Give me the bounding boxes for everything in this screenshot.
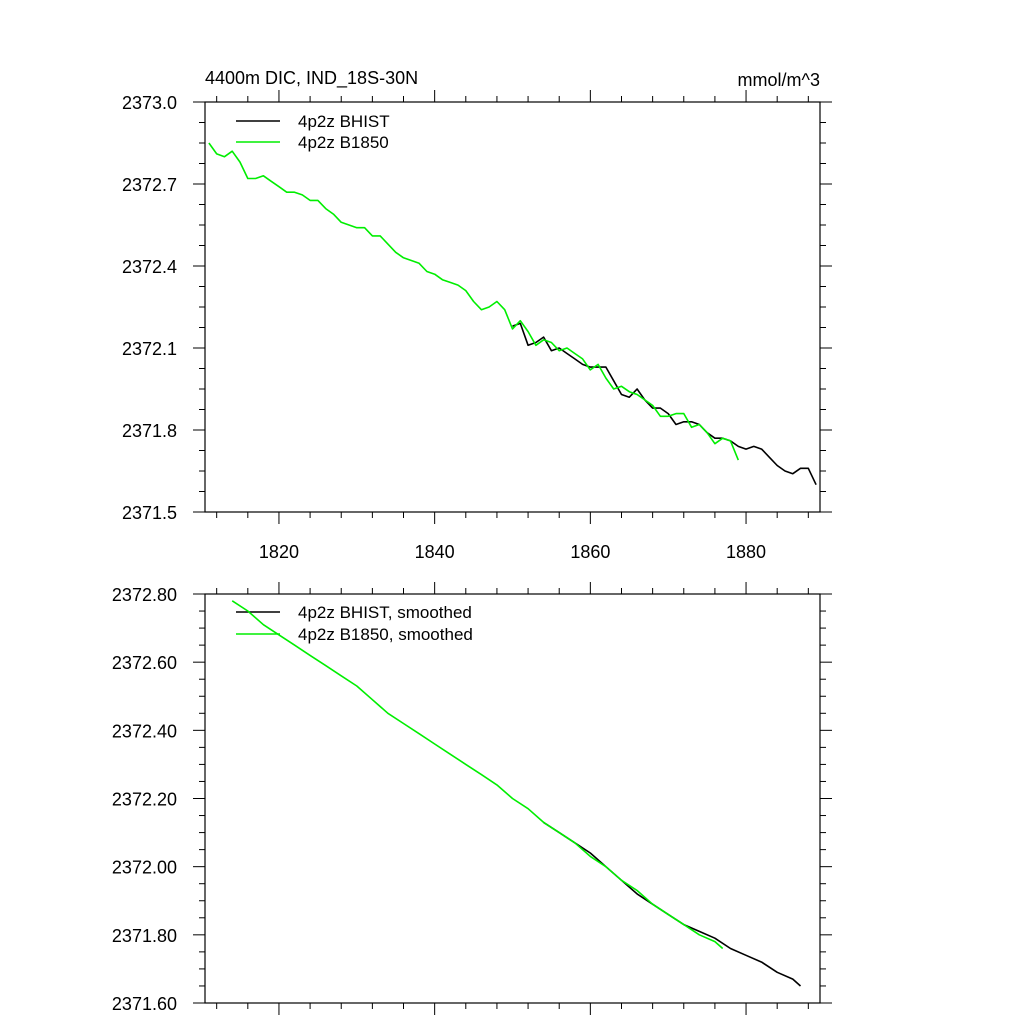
legend-label-b1850-smoothed: 4p2z B1850, smoothed xyxy=(298,625,473,644)
legend-label-bhist: 4p2z BHIST xyxy=(298,112,390,131)
x-tick-label: 1880 xyxy=(726,542,766,562)
x-tick-label: 1860 xyxy=(570,542,610,562)
series-line-bhist xyxy=(512,322,817,486)
bottom-chart-panel: 4p2z BHIST, smoothed 4p2z B1850, smoothe… xyxy=(112,582,832,1015)
top-chart-panel: 4400m DIC, IND_18S-30N mmol/m^3 4p2z BHI… xyxy=(122,68,832,562)
series-line-b1850 xyxy=(208,142,740,461)
y-tick-label: 2371.60 xyxy=(112,994,177,1014)
top-chart-title: 4400m DIC, IND_18S-30N xyxy=(205,68,418,89)
y-tick-label: 2372.1 xyxy=(122,339,177,359)
top-chart-legend: 4p2z BHIST 4p2z B1850 xyxy=(236,112,390,152)
legend-label-b1850: 4p2z B1850 xyxy=(298,133,389,152)
bottom-chart-legend: 4p2z BHIST, smoothed 4p2z B1850, smoothe… xyxy=(236,603,473,644)
y-tick-label: 2372.4 xyxy=(122,257,177,277)
series-line-bhist xyxy=(543,821,802,987)
y-tick-label: 2373.0 xyxy=(122,93,177,113)
y-tick-label: 2372.60 xyxy=(112,653,177,673)
y-tick-label: 2371.8 xyxy=(122,421,177,441)
x-tick-label: 1820 xyxy=(259,542,299,562)
y-tick-label: 2372.80 xyxy=(112,585,177,605)
x-tick-label: 1840 xyxy=(415,542,455,562)
series-line-b1850 xyxy=(231,600,724,950)
y-tick-label: 2371.80 xyxy=(112,926,177,946)
y-tick-label: 2371.5 xyxy=(122,503,177,523)
y-tick-label: 2372.20 xyxy=(112,790,177,810)
plot-frame xyxy=(204,101,821,513)
legend-label-bhist-smoothed: 4p2z BHIST, smoothed xyxy=(298,603,472,622)
y-tick-label: 2372.00 xyxy=(112,858,177,878)
top-chart-units: mmol/m^3 xyxy=(738,70,820,90)
y-tick-label: 2372.7 xyxy=(122,175,177,195)
y-tick-label: 2372.40 xyxy=(112,721,177,741)
